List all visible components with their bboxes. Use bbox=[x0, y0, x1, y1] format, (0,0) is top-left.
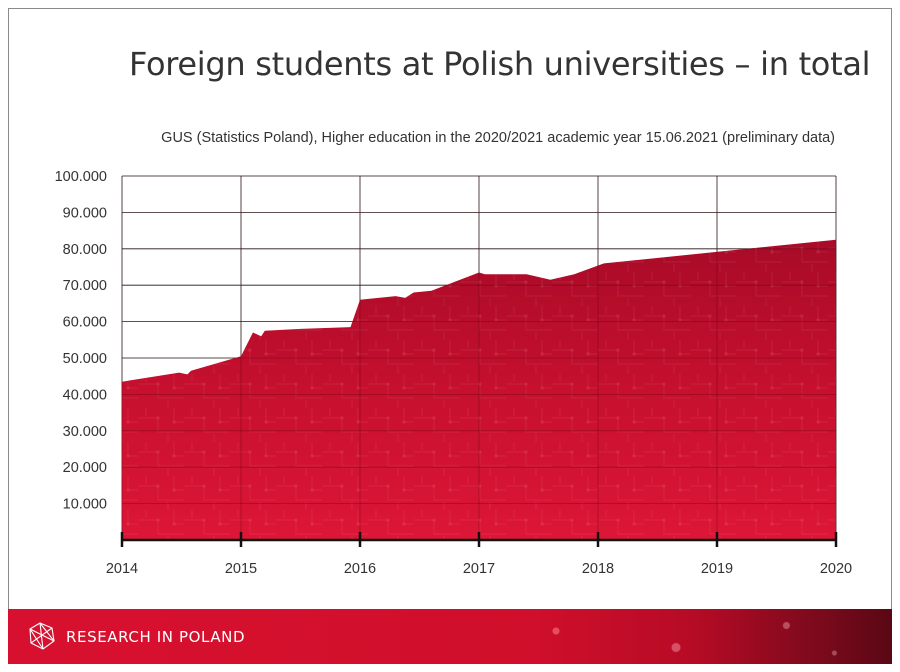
brand-name: RESEARCH IN POLAND bbox=[66, 628, 246, 646]
x-tick-label: 2018 bbox=[582, 561, 614, 577]
y-tick-label: 70.000 bbox=[63, 278, 107, 294]
footer-banner: RESEARCH IN POLAND bbox=[8, 609, 892, 664]
x-tick-label: 2016 bbox=[344, 561, 376, 577]
y-tick-label: 10.000 bbox=[63, 497, 107, 513]
polygon-network-logo-icon bbox=[29, 622, 55, 650]
y-tick-label: 40.000 bbox=[63, 387, 107, 403]
area-texture bbox=[122, 239, 836, 540]
y-tick-label: 100.000 bbox=[55, 169, 107, 185]
page-title: Foreign students at Polish universities … bbox=[129, 45, 871, 83]
footer-texture bbox=[412, 609, 892, 664]
source-subtitle: GUS (Statistics Poland), Higher educatio… bbox=[161, 130, 835, 146]
y-tick-label: 30.000 bbox=[63, 424, 107, 440]
x-tick-label: 2020 bbox=[820, 561, 852, 577]
x-tick-label: 2019 bbox=[701, 561, 733, 577]
y-tick-label: 50.000 bbox=[63, 351, 107, 367]
y-tick-label: 80.000 bbox=[63, 242, 107, 258]
x-tick-label: 2017 bbox=[463, 561, 495, 577]
y-tick-label: 60.000 bbox=[63, 315, 107, 331]
y-tick-label: 20.000 bbox=[63, 460, 107, 476]
x-tick-label: 2014 bbox=[106, 561, 138, 577]
x-tick-label: 2015 bbox=[225, 561, 257, 577]
y-tick-label: 90.000 bbox=[63, 205, 107, 221]
